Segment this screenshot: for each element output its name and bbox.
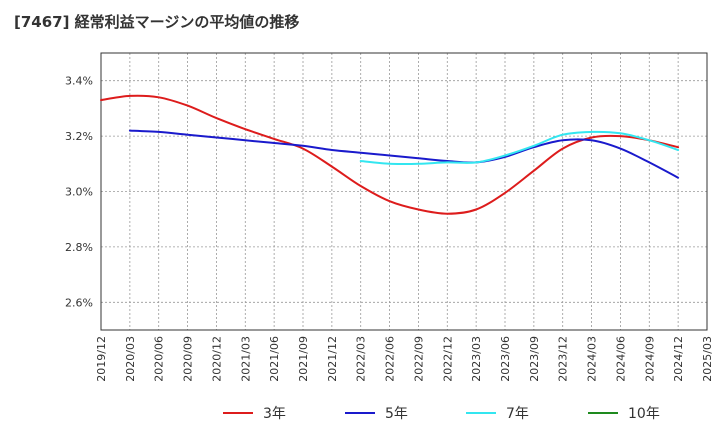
x-tick-label: 2024/12 — [672, 336, 685, 382]
y-tick-label: 2.6% — [65, 296, 93, 309]
series-line-1 — [128, 129, 680, 179]
legend-label-1: 5年 — [385, 406, 408, 422]
legend: 3年 5年 7年 10年 — [223, 406, 660, 422]
axes — [100, 52, 708, 331]
legend-label-3: 10年 — [628, 406, 660, 422]
x-tick-label: 2020/06 — [153, 336, 166, 382]
x-tick-label: 2021/03 — [239, 336, 252, 382]
x-tick-label: 2024/03 — [586, 336, 599, 382]
x-tick-label: 2023/03 — [470, 336, 483, 382]
plot-frame — [100, 52, 708, 331]
x-tick-label: 2022/03 — [355, 336, 368, 382]
x-tick-label: 2021/12 — [326, 336, 339, 382]
x-tick-label: 2023/06 — [499, 336, 512, 382]
chart-title: [7467] 経常利益マージンの平均値の推移 — [14, 13, 300, 31]
legend-label-0: 3年 — [263, 406, 286, 422]
x-tick-label: 2025/03 — [701, 336, 714, 382]
y-tick-label: 3.0% — [65, 186, 93, 199]
x-tick-label: 2020/03 — [124, 336, 137, 382]
x-tick-label: 2020/09 — [182, 336, 195, 382]
y-tick-label: 2.8% — [65, 241, 93, 254]
y-tick-label: 3.2% — [65, 130, 93, 143]
x-tick-label: 2019/12 — [95, 336, 108, 382]
x-tick-label: 2023/12 — [557, 336, 570, 382]
y-tick-labels: 2.6% 2.8% 3.0% 3.2% 3.4% — [65, 75, 93, 310]
x-tick-label: 2021/09 — [297, 336, 310, 382]
series-lines — [100, 94, 680, 215]
x-tick-label: 2020/12 — [210, 336, 223, 382]
x-tick-label: 2021/06 — [268, 336, 281, 382]
x-tick-label: 2023/09 — [528, 336, 541, 382]
legend-label-2: 7年 — [506, 406, 529, 422]
x-tick-label: 2022/06 — [384, 336, 397, 382]
x-tick-labels: 2019/12 2020/03 2020/06 2020/09 2020/12 2021/… — [95, 336, 714, 382]
x-tick-label: 2022/12 — [441, 336, 454, 382]
series-line-2 — [359, 130, 680, 166]
x-tick-label: 2024/09 — [643, 336, 656, 382]
x-tick-label: 2024/06 — [614, 336, 627, 382]
grid-lines — [101, 53, 707, 330]
x-tick-label: 2022/09 — [412, 336, 425, 382]
y-tick-label: 3.4% — [65, 75, 93, 88]
